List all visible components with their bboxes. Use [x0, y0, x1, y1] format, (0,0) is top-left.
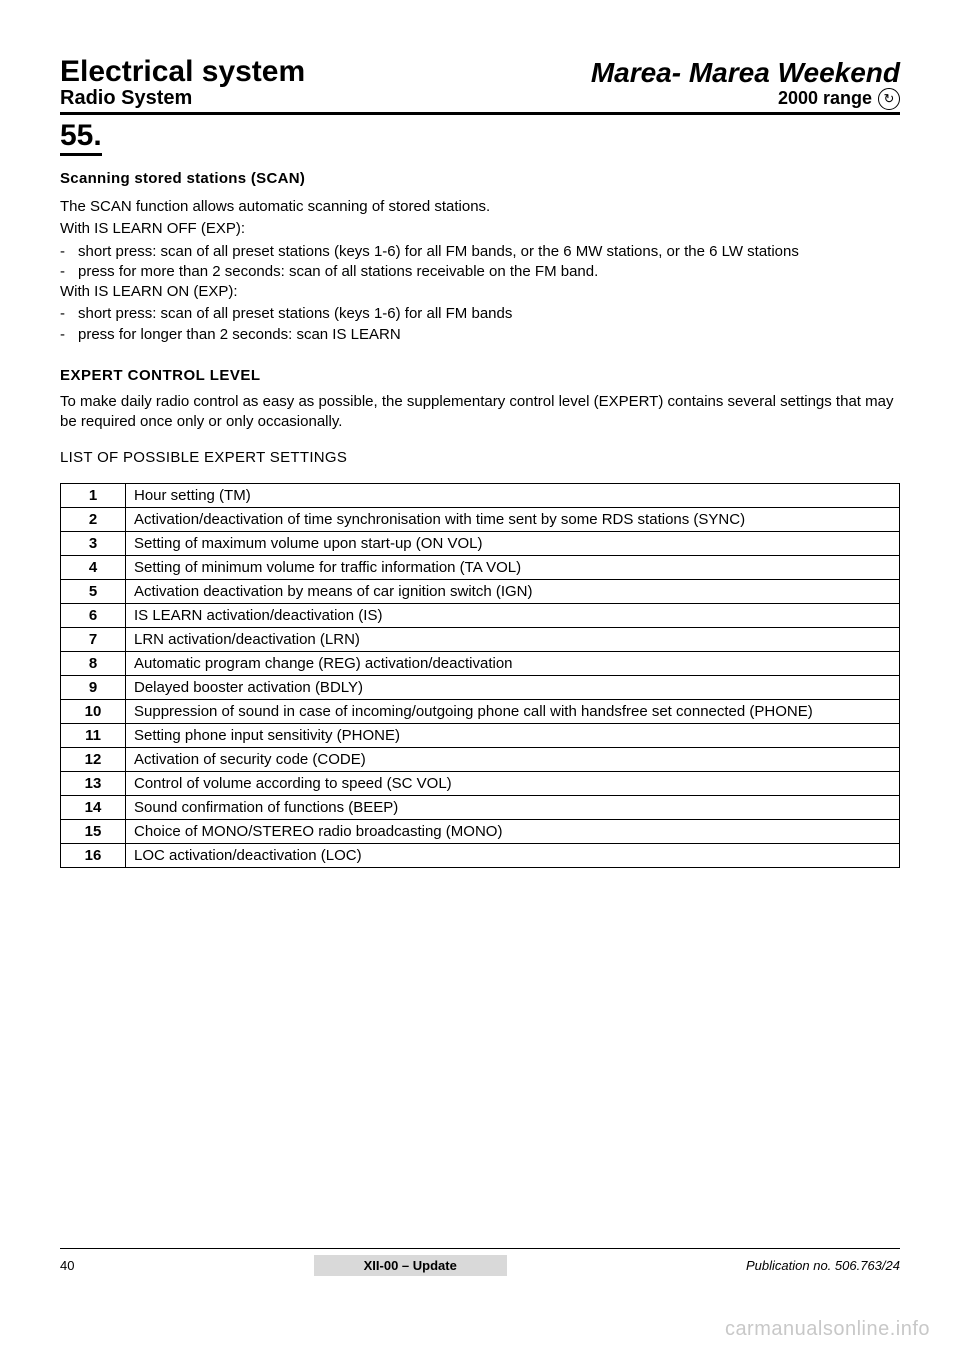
- table-row: 11Setting phone input sensitivity (PHONE…: [61, 723, 900, 747]
- footer-divider: [60, 1248, 900, 1249]
- row-description: Delayed booster activation (BDLY): [126, 675, 900, 699]
- row-number: 12: [61, 747, 126, 771]
- table-row: 14Sound confirmation of functions (BEEP): [61, 795, 900, 819]
- row-number: 2: [61, 507, 126, 531]
- sub-header-row: Radio System 2000 range ↻: [60, 87, 900, 115]
- sub-right-text: 2000 range: [778, 88, 872, 109]
- row-description: Activation/deactivation of time synchron…: [126, 507, 900, 531]
- row-number: 3: [61, 531, 126, 555]
- row-number: 10: [61, 699, 126, 723]
- scan-on-list: short press: scan of all preset stations…: [60, 304, 900, 345]
- row-description: LOC activation/deactivation (LOC): [126, 843, 900, 867]
- table-row: 12Activation of security code (CODE): [61, 747, 900, 771]
- row-number: 11: [61, 723, 126, 747]
- row-number: 13: [61, 771, 126, 795]
- table-row: 2Activation/deactivation of time synchro…: [61, 507, 900, 531]
- row-description: Activation deactivation by means of car …: [126, 579, 900, 603]
- row-number: 4: [61, 555, 126, 579]
- scan-off-list: short press: scan of all preset stations…: [60, 242, 900, 283]
- expert-list-heading: LIST OF POSSIBLE EXPERT SETTINGS: [60, 448, 900, 468]
- section-number-wrap: 55.: [60, 115, 900, 156]
- row-description: Suppression of sound in case of incoming…: [126, 699, 900, 723]
- table-row: 5Activation deactivation by means of car…: [61, 579, 900, 603]
- row-description: Automatic program change (REG) activatio…: [126, 651, 900, 675]
- row-description: LRN activation/deactivation (LRN): [126, 627, 900, 651]
- scan-off-label: With IS LEARN OFF (EXP):: [60, 219, 900, 239]
- table-row: 15Choice of MONO/STEREO radio broadcasti…: [61, 819, 900, 843]
- row-description: Setting phone input sensitivity (PHONE): [126, 723, 900, 747]
- header-row: Electrical system Marea- Marea Weekend: [60, 55, 900, 89]
- row-number: 9: [61, 675, 126, 699]
- row-number: 16: [61, 843, 126, 867]
- title-left: Electrical system: [60, 55, 305, 89]
- row-description: Choice of MONO/STEREO radio broadcasting…: [126, 819, 900, 843]
- row-description: Setting of minimum volume for traffic in…: [126, 555, 900, 579]
- page-container: Electrical system Marea- Marea Weekend R…: [0, 0, 960, 1306]
- list-item: press for longer than 2 seconds: scan IS…: [60, 325, 900, 345]
- section-number: 55.: [60, 119, 102, 156]
- table-row: 6IS LEARN activation/deactivation (IS): [61, 603, 900, 627]
- list-item: press for more than 2 seconds: scan of a…: [60, 262, 900, 282]
- row-description: Activation of security code (CODE): [126, 747, 900, 771]
- scan-on-label: With IS LEARN ON (EXP):: [60, 282, 900, 302]
- row-number: 14: [61, 795, 126, 819]
- row-description: Control of volume according to speed (SC…: [126, 771, 900, 795]
- scan-heading: Scanning stored stations (SCAN): [60, 170, 900, 187]
- row-number: 1: [61, 483, 126, 507]
- row-number: 15: [61, 819, 126, 843]
- expert-heading: EXPERT CONTROL LEVEL: [60, 367, 900, 384]
- row-description: Sound confirmation of functions (BEEP): [126, 795, 900, 819]
- row-number: 7: [61, 627, 126, 651]
- recycle-icon: ↻: [878, 88, 900, 110]
- sub-left: Radio System: [60, 87, 192, 110]
- table-row: 9Delayed booster activation (BDLY): [61, 675, 900, 699]
- table-row: 3Setting of maximum volume upon start-up…: [61, 531, 900, 555]
- row-description: Setting of maximum volume upon start-up …: [126, 531, 900, 555]
- row-number: 8: [61, 651, 126, 675]
- scan-intro: The SCAN function allows automatic scann…: [60, 197, 900, 217]
- table-row: 16LOC activation/deactivation (LOC): [61, 843, 900, 867]
- title-right: Marea- Marea Weekend: [591, 57, 900, 89]
- table-row: 4Setting of minimum volume for traffic i…: [61, 555, 900, 579]
- table-row: 8Automatic program change (REG) activati…: [61, 651, 900, 675]
- footer-page-number: 40: [60, 1258, 74, 1273]
- table-row: 13Control of volume according to speed (…: [61, 771, 900, 795]
- footer-publication: Publication no. 506.763/24: [746, 1258, 900, 1273]
- scan-body: The SCAN function allows automatic scann…: [60, 197, 900, 345]
- expert-text: To make daily radio control as easy as p…: [60, 392, 900, 433]
- footer-center: XII-00 – Update: [314, 1255, 507, 1276]
- list-item: short press: scan of all preset stations…: [60, 304, 900, 324]
- watermark: carmanualsonline.info: [0, 1318, 960, 1341]
- row-number: 5: [61, 579, 126, 603]
- row-number: 6: [61, 603, 126, 627]
- settings-table: 1Hour setting (TM)2Activation/deactivati…: [60, 483, 900, 868]
- table-row: 10Suppression of sound in case of incomi…: [61, 699, 900, 723]
- row-description: Hour setting (TM): [126, 483, 900, 507]
- footer-row: 40 XII-00 – Update Publication no. 506.7…: [60, 1255, 900, 1276]
- table-row: 7LRN activation/deactivation (LRN): [61, 627, 900, 651]
- table-row: 1Hour setting (TM): [61, 483, 900, 507]
- sub-right: 2000 range ↻: [778, 88, 900, 110]
- list-item: short press: scan of all preset stations…: [60, 242, 900, 262]
- row-description: IS LEARN activation/deactivation (IS): [126, 603, 900, 627]
